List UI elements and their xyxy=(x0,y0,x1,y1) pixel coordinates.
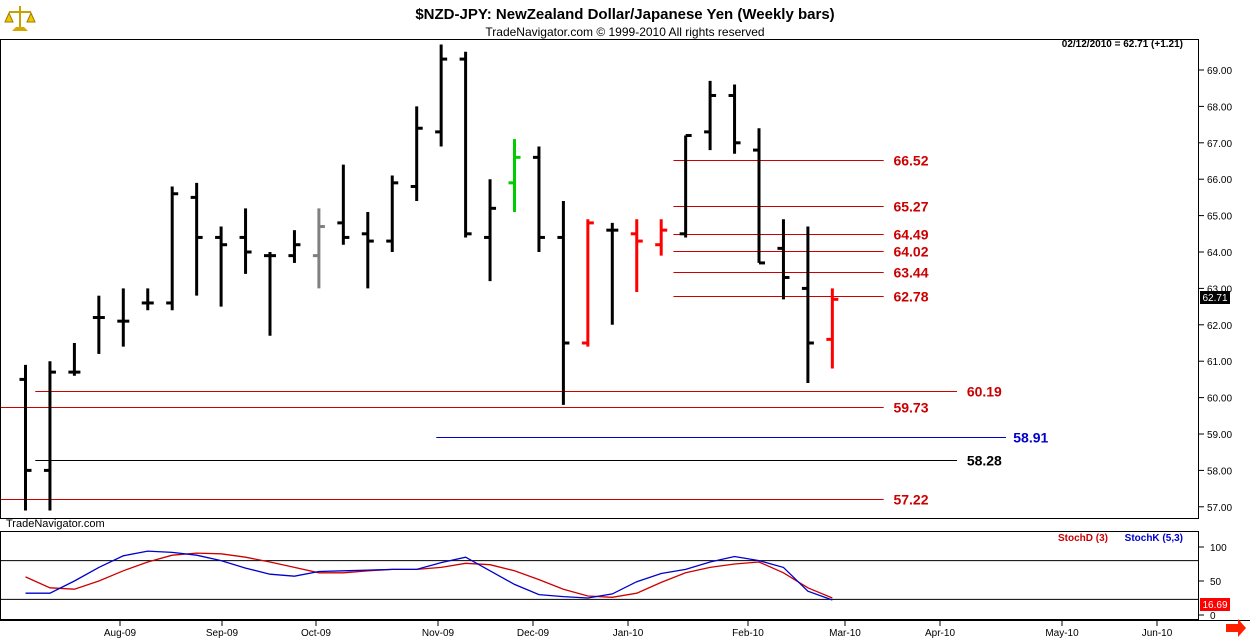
time-axis: Aug-09 Sep-09 Oct-09 Nov-09 Dec-09 Jan-10 Feb-… xyxy=(104,621,1173,639)
price-tick-label: 69.00 xyxy=(1207,66,1232,77)
stoch-series-line xyxy=(25,550,833,601)
price-tick-label: 63.00 xyxy=(1207,284,1232,295)
price-pane-border xyxy=(0,39,1199,519)
month-label: Mar-10 xyxy=(829,628,861,639)
month-label: Nov-09 xyxy=(422,628,455,639)
price-tick-label: 61.00 xyxy=(1207,357,1232,368)
stoch-series-line xyxy=(25,552,833,599)
last-price-badge xyxy=(1200,291,1230,304)
price-tick-label: 66.00 xyxy=(1207,175,1232,186)
scales-of-justice-icon xyxy=(4,6,36,31)
copyright-text: TradeNavigator.com © 1999-2010 All right… xyxy=(485,25,764,39)
level-label: 66.52 xyxy=(893,153,928,169)
stoch-tick-label: 100 xyxy=(1210,543,1227,554)
stoch-tick-label: 50 xyxy=(1210,577,1222,588)
month-label: Feb-10 xyxy=(732,628,764,639)
price-tick-label: 62.00 xyxy=(1207,321,1232,332)
price-tick-label: 57.00 xyxy=(1207,503,1232,514)
watermark-text: TradeNavigator.com xyxy=(6,518,105,530)
price-tick-label: 60.00 xyxy=(1207,394,1232,405)
last-stoch-value: 16.69 xyxy=(1202,600,1227,611)
level-label: 65.27 xyxy=(893,199,928,215)
level-label: 57.22 xyxy=(893,492,928,508)
month-label: Apr-10 xyxy=(925,628,955,639)
stochastic-panel: 0 50 100 xyxy=(0,543,1227,622)
last-stoch-badge xyxy=(1200,598,1230,611)
last-price-value: 62.71 xyxy=(1202,293,1227,304)
level-label: 58.28 xyxy=(967,453,1002,469)
legend-stochd: StochD (3) xyxy=(1058,533,1108,544)
price-tick-label: 58.00 xyxy=(1207,466,1232,477)
level-label: 58.91 xyxy=(1013,430,1048,446)
price-bars xyxy=(19,44,839,511)
price-tick-label: 65.00 xyxy=(1207,212,1232,223)
month-label: Sep-09 xyxy=(206,628,239,639)
month-label: Dec-09 xyxy=(517,628,550,639)
stoch-pane-border xyxy=(0,531,1199,620)
level-label: 63.44 xyxy=(893,265,928,281)
price-tick-label: 59.00 xyxy=(1207,430,1232,441)
month-label: May-10 xyxy=(1045,628,1079,639)
legend-stochk: StochK (5,3) xyxy=(1125,533,1183,544)
month-label: Oct-09 xyxy=(301,628,331,639)
price-tick-label: 68.00 xyxy=(1207,102,1232,113)
month-label: Jun-10 xyxy=(1142,628,1173,639)
price-axis: 57.00 58.00 59.00 60.00 61.00 62.00 63.00 64.00… xyxy=(1198,66,1232,514)
month-label: Jan-10 xyxy=(613,628,644,639)
level-label: 60.19 xyxy=(967,384,1002,400)
price-tick-label: 67.00 xyxy=(1207,139,1232,150)
chart-frame xyxy=(0,39,1250,621)
stoch-tick-label: 0 xyxy=(1210,611,1216,622)
scroll-right-arrow-icon[interactable] xyxy=(1226,619,1246,637)
level-label: 62.78 xyxy=(893,289,928,305)
price-tick-label: 64.00 xyxy=(1207,248,1232,259)
chart-title: $NZD-JPY: NewZealand Dollar/Japanese Yen… xyxy=(415,6,834,23)
app-logo xyxy=(4,6,36,31)
level-label: 64.02 xyxy=(893,244,928,260)
last-quote-label: 02/12/2010 = 62.71 (+1.21) xyxy=(1062,39,1183,50)
month-label: Aug-09 xyxy=(104,628,137,639)
level-label: 64.49 xyxy=(893,227,928,243)
level-label: 59.73 xyxy=(893,400,928,416)
